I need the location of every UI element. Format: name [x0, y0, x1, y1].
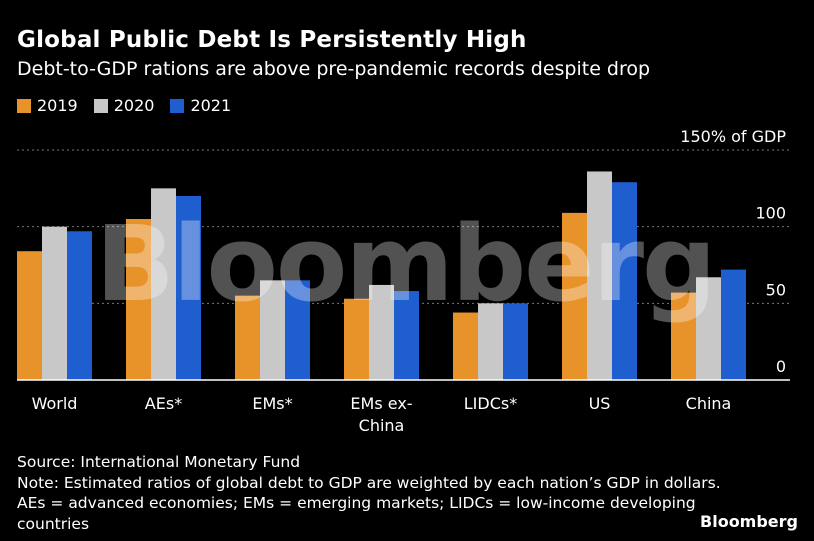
bar-2020: [42, 226, 67, 380]
note-text: Note: Estimated ratios of global debt to…: [17, 473, 721, 533]
legend-label-2020: 2020: [113, 96, 155, 115]
y-tick-label: 100: [755, 204, 786, 223]
chart-title: Global Public Debt Is Persistently High: [17, 27, 527, 53]
legend-item-2021: 2021: [170, 96, 231, 115]
bar-2020: [260, 280, 285, 380]
y-tick-label: 150% of GDP: [680, 127, 786, 146]
x-tick-label: World: [32, 394, 78, 413]
bar-2021: [176, 196, 201, 380]
x-tick-label: AEs*: [145, 394, 182, 413]
source-text: Source: International Monetary Fund: [17, 453, 301, 471]
legend-label-2021: 2021: [190, 96, 232, 115]
bar-2021: [67, 231, 92, 380]
y-tick-label: 50: [766, 280, 786, 299]
bar-2020: [369, 284, 394, 380]
bar-2021: [721, 269, 746, 380]
bar-2019: [235, 295, 260, 380]
watermark: Bloomberg: [96, 203, 715, 325]
legend-item-2020: 2020: [93, 96, 155, 115]
chart-notes: Source: International Monetary Fund Note…: [17, 452, 737, 534]
bar-2019: [126, 219, 151, 380]
x-tick-label: EMs ex-: [350, 394, 412, 413]
bar-2019: [453, 312, 478, 380]
bar-2020: [587, 171, 612, 380]
x-tick-label: China: [686, 394, 732, 413]
bar-2021: [394, 291, 419, 380]
x-tick-label: LIDCs*: [464, 394, 517, 413]
legend-swatch-2021: [170, 98, 185, 113]
legend-label-2019: 2019: [37, 96, 78, 115]
bar-2019: [671, 292, 696, 380]
bar-2021: [503, 303, 528, 380]
bar-2020: [151, 188, 176, 380]
legend-swatch-2019: [17, 98, 31, 113]
y-tick-label: 0: [776, 357, 786, 376]
legend-item-2019: 2019: [17, 96, 78, 115]
bar-2020: [696, 277, 721, 380]
bar-2019: [344, 298, 369, 380]
x-tick-label: EMs*: [252, 394, 292, 413]
chart-subtitle: Debt-to-GDP rations are above pre-pandem…: [17, 58, 651, 80]
bar-2019: [562, 212, 587, 380]
bar-2021: [285, 280, 310, 380]
bar-2021: [612, 182, 637, 380]
x-tick-label: China: [359, 416, 405, 435]
bar-chart: 0 50 100 150% of GDP World AEs* EMs* EMs ex- Chi…: [17, 127, 790, 435]
bar-2020: [478, 303, 503, 380]
legend: 2019 2020 2021: [17, 96, 231, 115]
bar-2019: [17, 251, 42, 380]
legend-swatch-2020: [93, 98, 108, 113]
brand-logo: Bloomberg: [700, 512, 798, 531]
x-tick-label: US: [589, 394, 611, 413]
